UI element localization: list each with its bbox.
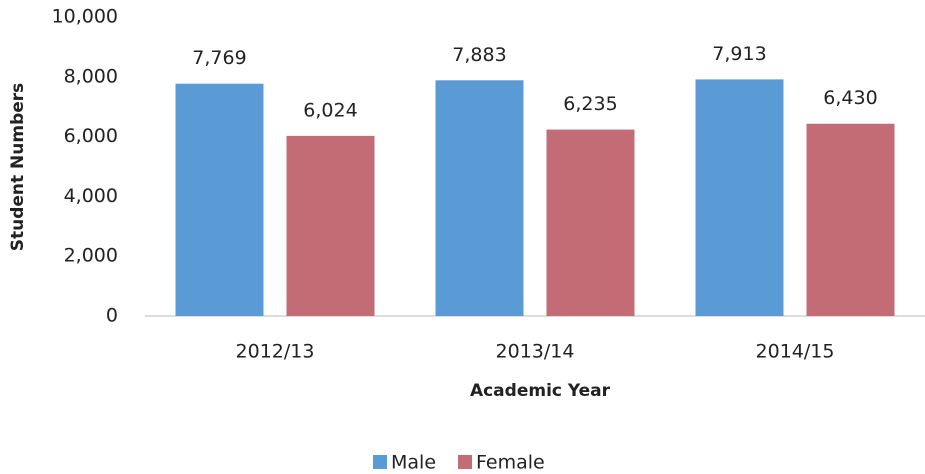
y-tick-label: 8,000	[64, 65, 118, 87]
x-axis-title: Academic Year	[470, 381, 611, 401]
bar	[286, 135, 375, 316]
x-tick-label: 2013/14	[496, 341, 575, 363]
x-tick-label: 2014/15	[756, 341, 835, 363]
legend-swatch	[373, 455, 387, 469]
data-label: 7,769	[192, 47, 246, 69]
y-tick-label: 2,000	[64, 245, 118, 267]
data-label: 6,235	[563, 93, 617, 115]
y-tick-label: 4,000	[64, 185, 118, 207]
y-tick-label: 10,000	[52, 6, 118, 28]
x-tick-label: 2012/13	[236, 341, 315, 363]
bar	[435, 80, 524, 316]
y-axis-title: Student Numbers	[8, 83, 28, 252]
data-label: 6,024	[303, 99, 357, 121]
bar	[546, 129, 635, 316]
y-tick-label: 6,000	[64, 125, 118, 147]
y-tick-label: 0	[106, 305, 118, 327]
legend-label: Male	[391, 452, 436, 474]
bar	[175, 83, 264, 316]
legend-label: Female	[476, 452, 545, 474]
bar	[695, 79, 784, 316]
data-label: 6,430	[823, 87, 877, 109]
data-label: 7,913	[712, 43, 766, 65]
legend-swatch	[458, 455, 473, 469]
bar	[806, 123, 895, 316]
data-label: 7,883	[452, 44, 506, 66]
